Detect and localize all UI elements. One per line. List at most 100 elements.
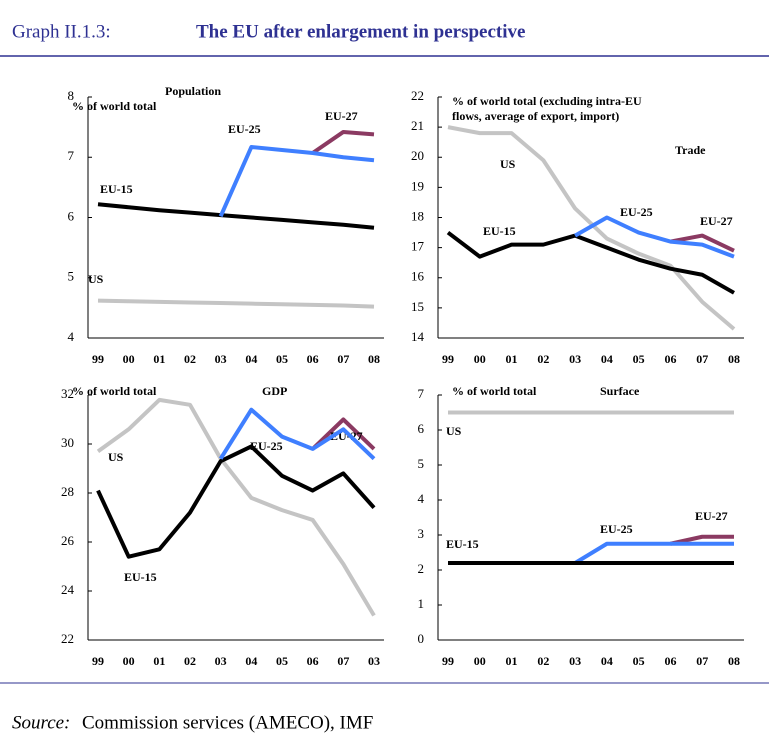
x-tick-label: 06 — [307, 654, 319, 668]
series-label: EU-27 — [695, 509, 728, 523]
x-tick-label: 01 — [153, 352, 165, 366]
y-tick-label: 21 — [411, 118, 424, 133]
x-tick-label: 04 — [245, 654, 257, 668]
y-tick-label: 16 — [411, 269, 425, 284]
x-tick-label: 00 — [474, 654, 486, 668]
x-tick-label: 99 — [92, 352, 104, 366]
axis-label: flows, average of export, import) — [452, 109, 619, 123]
x-tick-label: 07 — [337, 654, 349, 668]
x-tick-label: 99 — [442, 654, 454, 668]
x-tick-label: 00 — [123, 352, 135, 366]
series-line — [446, 230, 735, 295]
series-label: US — [108, 450, 124, 464]
series-label: EU-25 — [228, 122, 261, 136]
x-tick-label: 01 — [153, 654, 165, 668]
x-tick-label: 07 — [696, 352, 708, 366]
y-tick-label: 17 — [411, 239, 425, 254]
x-tick-label: 08 — [728, 654, 740, 668]
x-tick-label: 06 — [307, 352, 319, 366]
y-tick-label: 7 — [68, 148, 75, 163]
x-tick-label: 02 — [184, 352, 196, 366]
x-tick-label: 06 — [664, 654, 676, 668]
series-label: EU-25 — [600, 522, 633, 536]
y-tick-label: 19 — [411, 178, 424, 193]
x-tick-label: 05 — [633, 654, 645, 668]
x-tick-label: 05 — [276, 352, 288, 366]
series-line — [311, 129, 375, 155]
x-tick-label: 00 — [123, 654, 135, 668]
x-tick-label: 99 — [442, 352, 454, 366]
axis-label: % of world total — [72, 384, 157, 398]
y-tick-label: 0 — [418, 631, 425, 646]
series-line — [574, 541, 734, 565]
y-tick-label: 18 — [411, 208, 424, 223]
series-line — [574, 215, 735, 259]
y-tick-label: 22 — [61, 631, 74, 646]
x-tick-label: 03 — [569, 654, 581, 668]
chart-title: Trade — [675, 143, 706, 157]
source-text: Commission services (AMECO), IMF — [82, 712, 373, 733]
x-tick-label: 08 — [728, 352, 740, 366]
y-tick-label: 1 — [418, 596, 425, 611]
chart-title: Population — [165, 84, 221, 98]
x-tick-label: 03 — [569, 352, 581, 366]
y-tick-label: 32 — [61, 386, 74, 401]
chart-title: Surface — [600, 384, 640, 398]
y-tick-label: 24 — [61, 582, 75, 597]
x-tick-label: 01 — [506, 654, 518, 668]
x-tick-label: 01 — [506, 352, 518, 366]
y-tick-label: 5 — [418, 456, 425, 471]
series-line — [670, 233, 735, 253]
series-line — [311, 417, 376, 451]
y-tick-label: 7 — [418, 386, 425, 401]
x-tick-label: 03 — [215, 654, 227, 668]
series-label: US — [500, 157, 516, 171]
series-line — [447, 125, 736, 331]
series-label: US — [446, 424, 462, 438]
x-tick-label: 06 — [664, 352, 676, 366]
y-tick-label: 14 — [411, 329, 425, 344]
y-tick-label: 28 — [61, 484, 74, 499]
series-label: EU-27 — [325, 109, 358, 123]
x-tick-label: 00 — [474, 352, 486, 366]
y-tick-label: 3 — [418, 526, 425, 541]
series-label: EU-15 — [124, 570, 157, 584]
axis-label: % of world total (excluding intra-EU — [452, 94, 642, 108]
x-tick-label: 04 — [601, 352, 613, 366]
series-label: EU-27 — [700, 214, 733, 228]
x-tick-label: 08 — [368, 352, 380, 366]
y-tick-label: 15 — [411, 299, 424, 314]
chart-title: GDP — [262, 384, 287, 398]
x-tick-label: 04 — [601, 654, 613, 668]
x-tick-label: 07 — [696, 654, 708, 668]
x-tick-label: 07 — [337, 352, 349, 366]
y-tick-label: 22 — [411, 88, 424, 103]
axis-label: % of world total — [72, 99, 157, 113]
y-tick-label: 6 — [418, 421, 425, 436]
x-tick-label: 05 — [276, 654, 288, 668]
x-tick-label: 04 — [245, 352, 257, 366]
y-tick-label: 20 — [411, 148, 424, 163]
header-label: Graph II.1.3: — [12, 21, 111, 42]
x-tick-label: 02 — [184, 654, 196, 668]
series-label: EU-25 — [620, 205, 653, 219]
series-label: EU-15 — [483, 224, 516, 238]
series-label: US — [88, 272, 104, 286]
y-tick-label: 30 — [61, 435, 74, 450]
x-tick-label: 03 — [368, 654, 380, 668]
series-label: EU-15 — [446, 537, 479, 551]
x-tick-label: 02 — [537, 654, 549, 668]
series-label: EU-25 — [250, 439, 283, 453]
header-title: The EU after enlargement in perspective — [196, 21, 525, 42]
series-line — [97, 298, 375, 309]
y-tick-label: 26 — [61, 533, 75, 548]
y-tick-label: 6 — [68, 208, 75, 223]
x-tick-label: 05 — [633, 352, 645, 366]
series-line — [218, 407, 376, 461]
series-line — [96, 397, 376, 617]
y-tick-label: 4 — [418, 491, 425, 506]
series-line — [670, 534, 734, 546]
series-line — [97, 202, 375, 230]
x-tick-label: 02 — [537, 352, 549, 366]
